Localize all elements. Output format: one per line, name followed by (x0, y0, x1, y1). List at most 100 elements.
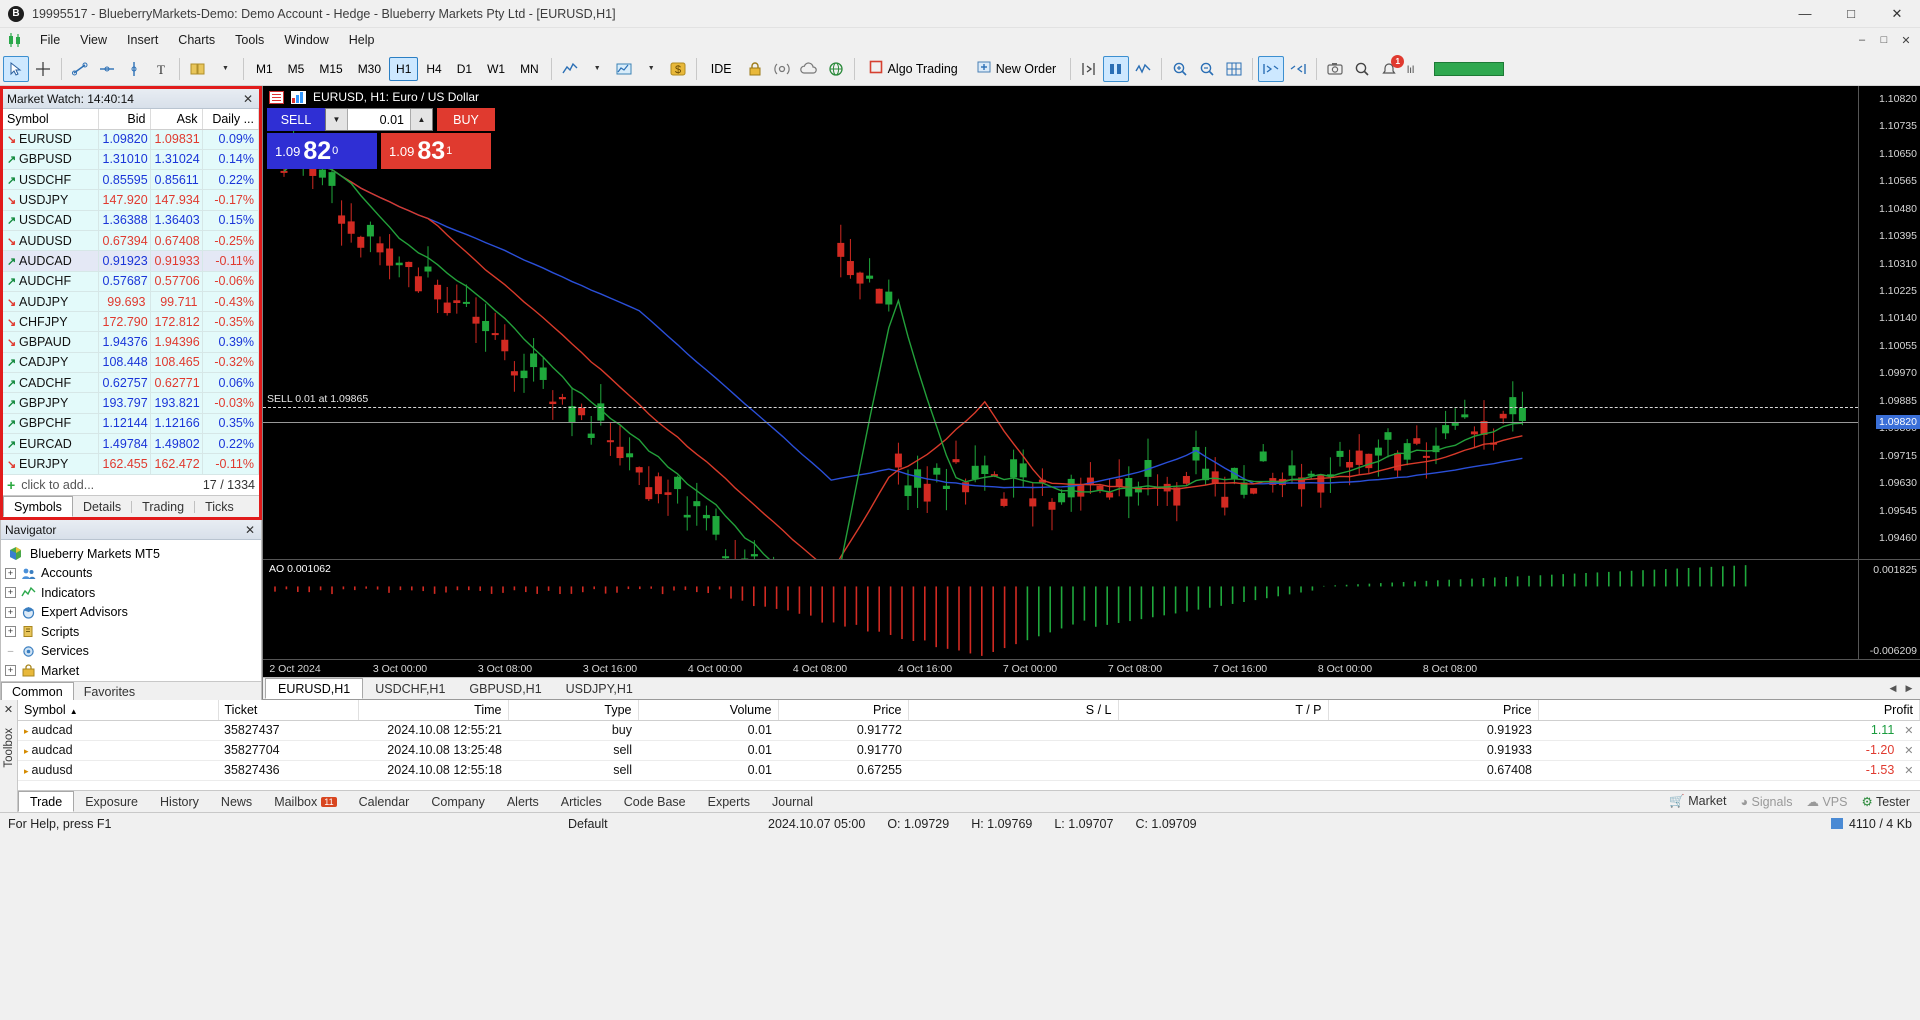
maximize-button[interactable]: □ (1847, 6, 1855, 21)
toolbox-tab-calendar[interactable]: Calendar (348, 791, 421, 812)
toolbox-vps-item[interactable]: ☁ VPS (1806, 794, 1847, 809)
cloud-icon[interactable] (796, 56, 822, 82)
cell-symbol[interactable]: ↘ EURUSD (3, 129, 99, 150)
volume-stepper[interactable]: ▼ 0.01 ▲ (325, 108, 433, 131)
toolbox-tab-exposure[interactable]: Exposure (74, 791, 149, 812)
market-watch-row[interactable]: ↗ CADCHF 0.62757 0.62771 0.06% (3, 372, 259, 394)
navigator-root[interactable]: Blueberry Markets MT5 (5, 544, 261, 564)
cell-symbol[interactable]: ↗ GBPCHF (3, 413, 99, 434)
tab-favorites[interactable]: Favorites (83, 685, 136, 699)
market-watch-row[interactable]: ↗ USDCHF 0.85595 0.85611 0.22% (3, 169, 259, 191)
close-position-icon[interactable]: ✕ (1904, 725, 1914, 737)
timeframe-d1[interactable]: D1 (456, 61, 473, 76)
menu-help[interactable]: Help (348, 33, 375, 47)
cell-symbol[interactable]: ↗ CADJPY (3, 352, 99, 374)
market-watch-row[interactable]: ↘ EURUSD 1.09820 1.09831 0.09% (3, 129, 259, 150)
market-watch-row[interactable]: ↘ CHFJPY 172.790 172.812 -0.35% (3, 311, 259, 333)
navigator-item-expert-advisors[interactable]: + Expert Advisors (5, 603, 261, 623)
toolbox-tab-mailbox[interactable]: Mailbox 11 (263, 791, 347, 812)
screenshot-icon[interactable] (1322, 56, 1348, 82)
new-order-button[interactable]: New Order (968, 57, 1065, 81)
chart-tab-usdchf[interactable]: USDCHF,H1 (375, 681, 446, 696)
close-position-icon[interactable]: ✕ (1904, 765, 1914, 777)
navigator-item-scripts[interactable]: + Scripts (5, 622, 261, 642)
lock-icon[interactable] (742, 56, 768, 82)
price-axis[interactable]: 1.10820 1.10735 1.10650 1.10565 1.10480 1.103… (1858, 86, 1920, 559)
crosshair-icon[interactable] (30, 56, 56, 82)
text-tool-icon[interactable]: T (148, 56, 174, 82)
col-sl[interactable]: S / L (908, 700, 1119, 721)
toolbox-tester-item[interactable]: ⚙ Tester (1861, 794, 1910, 809)
timeframe-h4[interactable]: H4 (426, 61, 442, 76)
grid-icon[interactable] (1221, 56, 1247, 82)
col-tp[interactable]: T / P (1118, 700, 1329, 721)
menu-file[interactable]: File (40, 33, 61, 47)
toolbox-tab-code-base[interactable]: Code Base (613, 791, 697, 812)
vps-globe-icon[interactable] (823, 56, 849, 82)
cell-symbol[interactable]: ↗ GBPUSD (3, 149, 99, 171)
chart-tab-next-icon[interactable]: ▶ (1905, 683, 1913, 693)
alerts-icon[interactable]: 1 (1376, 54, 1405, 82)
ide-button[interactable]: IDE (710, 61, 732, 76)
tab-symbols[interactable]: Symbols (3, 496, 73, 517)
table-row[interactable]: ▸ audcad 35827704 2024.10.08 13:25:48 sell 0.… (18, 740, 1920, 761)
col-profit[interactable]: Profit (1538, 700, 1920, 721)
cursor-icon[interactable] (3, 55, 29, 82)
expand-icon[interactable]: + (5, 567, 16, 579)
algo-trading-button[interactable]: Algo Trading (860, 57, 967, 81)
chart-canvas[interactable]: EURUSD, H1: Euro / US Dollar SELL ▼ 0.01… (263, 86, 1920, 559)
cell-symbol[interactable]: ↗ CADCHF (3, 372, 99, 394)
zoom-in-icon[interactable] (1167, 56, 1193, 82)
col-ticket[interactable]: Ticket (218, 700, 359, 721)
toolbox-tab-journal[interactable]: Journal (761, 791, 824, 812)
mdi-close-button[interactable]: ✕ (1901, 34, 1911, 47)
cell-symbol[interactable]: ↘ CHFJPY (3, 311, 99, 333)
cell-symbol[interactable]: ↘ USDJPY (3, 189, 99, 211)
indicators-dropdown[interactable]: ▼ (647, 65, 655, 72)
indicators-list-icon[interactable] (611, 56, 637, 82)
toolbox-market-item[interactable]: 🛒 Market (1669, 794, 1726, 809)
chart-tab-eurusd[interactable]: EURUSD,H1 (265, 678, 364, 699)
timeframe-m1[interactable]: M1 (256, 61, 273, 76)
expand-icon[interactable]: + (5, 665, 16, 677)
signal-icon[interactable] (769, 56, 795, 82)
autoscroll-icon[interactable] (1076, 56, 1102, 82)
market-watch-row[interactable]: ↘ USDJPY 147.920 147.934 -0.17% (3, 189, 259, 211)
zoom-out-icon[interactable] (1194, 56, 1220, 82)
market-watch-add-row[interactable]: + click to add... 17 / 1334 (3, 474, 259, 495)
table-row[interactable]: ▸ audcad 35827437 2024.10.08 12:55:21 buy 0.0… (18, 720, 1920, 741)
market-watch-row[interactable]: ↗ EURCAD 1.49784 1.49802 0.22% (3, 433, 259, 455)
mdi-maximize-button[interactable]: □ (1880, 34, 1888, 46)
tile-windows-icon[interactable] (1258, 55, 1285, 82)
vertical-line-icon[interactable] (121, 56, 147, 82)
tab-details[interactable]: Details (82, 499, 122, 514)
buy-button[interactable]: BUY (437, 108, 495, 131)
cell-symbol[interactable]: ↘ GBPAUD (3, 331, 99, 353)
timeframe-h1[interactable]: H1 (389, 56, 419, 81)
cell-symbol[interactable]: ↗ USDCHF (3, 169, 99, 191)
market-watch-row[interactable]: ↗ GBPJPY 193.797 193.821 -0.03% (3, 392, 259, 414)
col-time[interactable]: Time (358, 700, 509, 721)
chart-tab-prev-icon[interactable]: ◀ (1889, 683, 1897, 693)
close-button[interactable]: ✕ (1891, 5, 1903, 21)
timeframe-m30[interactable]: M30 (357, 61, 382, 76)
expand-icon[interactable]: + (5, 626, 16, 638)
col-type[interactable]: Type (508, 700, 639, 721)
market-watch-row[interactable]: ↗ CADJPY 108.448 108.465 -0.32% (3, 352, 259, 374)
column-daily[interactable]: Daily ... (202, 109, 259, 130)
volume-decrease-icon[interactable]: ▼ (326, 109, 348, 130)
navigator-item-indicators[interactable]: + Indicators (5, 583, 261, 603)
toolbox-tab-alerts[interactable]: Alerts (496, 791, 550, 812)
cell-symbol[interactable]: ↗ EURCAD (3, 433, 99, 455)
market-watch-row[interactable]: ↘ GBPAUD 1.94376 1.94396 0.39% (3, 331, 259, 353)
column-ask[interactable]: Ask (150, 109, 203, 130)
menu-tools[interactable]: Tools (235, 33, 265, 47)
toolbox-tab-trade[interactable]: Trade (18, 791, 75, 812)
toolbox-close-icon[interactable]: ✕ (3, 704, 14, 716)
cell-symbol[interactable]: ↗ GBPJPY (3, 392, 99, 414)
market-watch-row[interactable]: ↗ AUDCAD 0.91923 0.91933 -0.11% (3, 250, 259, 272)
cell-symbol[interactable]: ↗ AUDCAD (3, 250, 99, 272)
expand-icon[interactable]: + (5, 587, 16, 599)
ao-indicator-pane[interactable]: AO 0.001062 0.001825 -0.006209 (263, 559, 1920, 659)
tab-ticks[interactable]: Ticks (205, 499, 234, 514)
